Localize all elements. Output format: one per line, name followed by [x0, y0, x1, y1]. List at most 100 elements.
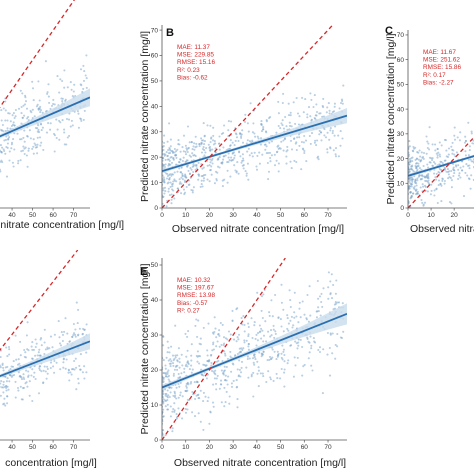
scatter-point — [458, 172, 461, 175]
scatter-point — [55, 118, 58, 121]
plot-area — [0, 250, 90, 407]
scatter-point — [194, 146, 197, 149]
scatter-point — [176, 354, 179, 357]
scatter-point — [3, 149, 6, 153]
scatter-point — [184, 407, 187, 411]
scatter-point — [290, 148, 294, 151]
scatter-point — [334, 153, 337, 156]
scatter-point — [37, 124, 40, 127]
scatter-point — [420, 198, 423, 202]
scatter-point — [260, 120, 263, 123]
scatter-point — [63, 69, 66, 72]
scatter-point — [13, 116, 16, 120]
x-tick-label: 60 — [49, 212, 57, 219]
scatter-point — [195, 318, 198, 321]
x-tick-label: 0 — [160, 444, 164, 451]
scatter-point — [233, 144, 236, 147]
scatter-point — [27, 375, 30, 378]
scatter-point — [193, 415, 197, 418]
scatter-point — [334, 292, 337, 295]
scatter-point — [237, 374, 240, 377]
scatter-point — [39, 109, 43, 112]
scatter-point — [188, 141, 191, 144]
scatter-point — [11, 123, 15, 126]
y-tick-label: 50 — [151, 262, 159, 269]
scatter-point — [178, 357, 181, 360]
scatter-point — [185, 385, 188, 388]
scatter-point — [215, 336, 218, 339]
scatter-point — [318, 133, 321, 136]
scatter-point — [38, 131, 41, 134]
scatter-point — [262, 375, 265, 378]
scatter-point — [451, 152, 454, 155]
scatter-point — [17, 159, 20, 162]
scatter-point — [171, 362, 175, 365]
scatter-point — [415, 184, 418, 187]
scatter-point — [214, 147, 217, 150]
scatter-point — [237, 172, 240, 175]
scatter-point — [237, 139, 240, 143]
scatter-point — [82, 79, 86, 82]
scatter-point — [328, 109, 331, 112]
scatter-point — [224, 401, 227, 404]
scatter-point — [36, 354, 39, 357]
scatter-point — [178, 167, 181, 170]
scatter-point — [197, 412, 200, 415]
scatter-point — [300, 140, 303, 144]
scatter-point — [469, 187, 472, 190]
scatter-point — [231, 141, 234, 144]
scatter-point — [170, 173, 174, 176]
scatter-point — [35, 342, 38, 345]
scatter-point — [283, 138, 286, 141]
scatter-point — [184, 176, 188, 179]
scatter-point — [37, 128, 40, 131]
y-tick-label: 60 — [151, 53, 159, 60]
scatter-point — [235, 136, 239, 139]
scatter-point — [41, 111, 44, 114]
x-axis-label: Observed nitrate concentration [mg/l] — [0, 219, 124, 231]
scatter-point — [289, 111, 292, 114]
scatter-point — [342, 330, 345, 333]
scatter-point — [280, 140, 283, 143]
scatter-point — [186, 389, 189, 392]
scatter-point — [64, 317, 67, 320]
scatter-point — [233, 164, 236, 167]
scatter-point — [231, 159, 234, 162]
scatter-point — [179, 391, 182, 394]
scatter-point — [467, 154, 470, 157]
scatter-point — [321, 305, 324, 308]
scatter-point — [427, 166, 430, 169]
scatter-point — [209, 158, 212, 161]
scatter-point — [174, 356, 177, 359]
scatter-point — [30, 374, 33, 377]
scatter-point — [431, 164, 434, 167]
scatter-point — [168, 380, 171, 383]
scatter-point — [409, 197, 412, 200]
scatter-point — [28, 394, 31, 397]
scatter-point — [281, 101, 284, 105]
scatter-point — [290, 125, 293, 128]
scatter-point — [220, 132, 223, 135]
scatter-point — [218, 329, 221, 332]
scatter-point — [301, 345, 304, 349]
scatter-point — [297, 338, 300, 341]
scatter-point — [313, 116, 316, 120]
scatter-point — [184, 160, 187, 163]
scatter-point — [229, 175, 232, 178]
scatter-point — [36, 143, 39, 146]
scatter-point — [314, 139, 317, 142]
scatter-point — [28, 129, 31, 132]
scatter-point — [260, 337, 263, 340]
scatter-point — [198, 143, 201, 146]
scatter-point — [0, 394, 2, 397]
scatter-point — [307, 320, 310, 323]
scatter-point — [453, 134, 456, 137]
x-tick-label: 20 — [451, 212, 459, 219]
scatter-point — [4, 152, 7, 155]
scatter-point — [311, 369, 314, 372]
scatter-point — [3, 402, 6, 405]
scatter-point — [316, 156, 319, 159]
scatter-point — [440, 200, 443, 203]
scatter-point — [23, 140, 26, 143]
scatter-point — [210, 137, 213, 140]
